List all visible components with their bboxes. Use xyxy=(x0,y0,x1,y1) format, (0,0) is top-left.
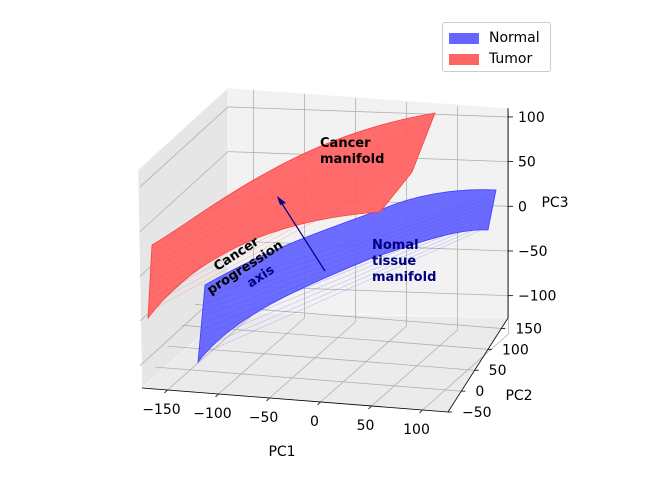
legend-swatch-tumor xyxy=(449,53,479,65)
surface-mesh-line xyxy=(151,122,432,258)
surface-mesh-line xyxy=(149,152,420,294)
surface-mesh-line xyxy=(150,132,428,270)
x-gridline xyxy=(269,321,356,399)
x-gridline xyxy=(371,329,458,407)
surface-mesh-line xyxy=(149,147,422,288)
y-tick-label: 50 xyxy=(489,363,507,379)
surface-mesh-line xyxy=(148,161,416,307)
x-gridline xyxy=(320,325,407,403)
tumor-surface-group xyxy=(147,112,436,320)
x-tick-label: −50 xyxy=(249,410,279,426)
y-axis-line xyxy=(447,317,509,413)
z-tick-label: 0 xyxy=(518,199,527,215)
x-tick-label: −150 xyxy=(142,402,180,418)
surface-mesh-line xyxy=(148,166,415,313)
x-gridline xyxy=(422,333,509,411)
x-tick-mark xyxy=(368,405,372,410)
tumor-surface-mesh xyxy=(148,117,434,313)
annotation-normal-tissue-manifold: Nomal tissue manifold xyxy=(372,238,436,285)
surface-mesh-line xyxy=(202,203,494,311)
x-tick-mark xyxy=(419,409,423,414)
x-gridline xyxy=(167,313,254,391)
y-ticks: −50 0 50 100 150 xyxy=(448,321,542,421)
y-tick-label: 100 xyxy=(502,342,529,358)
z-gridline xyxy=(227,106,509,118)
surface-mesh-line xyxy=(148,157,418,300)
z-gridline-left xyxy=(139,151,229,232)
z-axis-label: PC3 xyxy=(541,195,568,211)
z-tick-label: −50 xyxy=(518,244,548,260)
surface-mesh-line xyxy=(198,226,489,356)
y-gridline xyxy=(155,366,462,392)
x-tick-label: 100 xyxy=(403,422,430,438)
x-tick-mark xyxy=(164,389,168,394)
x-tick-mark xyxy=(317,401,321,406)
surface-mesh-line xyxy=(203,196,495,299)
surface-mesh-line xyxy=(150,137,426,276)
legend-swatch-normal xyxy=(449,32,479,44)
z-tick-label: 100 xyxy=(518,110,545,126)
x-ticks: −150 −100 −50 0 50 100 xyxy=(142,389,430,438)
x-axis-label: PC1 xyxy=(268,444,295,460)
annotation-cancer-manifold: Cancer manifold xyxy=(320,136,384,167)
surface-mesh-line xyxy=(200,213,492,331)
z-tick-label: −100 xyxy=(518,289,556,305)
legend: Normal Tumor xyxy=(442,22,551,72)
x-axis-line xyxy=(141,387,449,413)
x-tick-mark xyxy=(215,393,219,398)
x-tick-mark xyxy=(266,397,270,402)
surface-mesh-line xyxy=(201,209,493,324)
x-tick-label: −100 xyxy=(193,406,231,422)
y-gridline xyxy=(181,324,489,350)
legend-item-normal: Normal xyxy=(449,29,540,47)
z-tick-label: 50 xyxy=(518,155,536,171)
y-tick-label: 0 xyxy=(475,384,484,400)
normal-surface-group xyxy=(197,189,497,364)
surface-mesh-line xyxy=(204,193,496,292)
y-gridline xyxy=(168,345,475,371)
x-gridline xyxy=(218,317,305,395)
legend-item-tumor: Tumor xyxy=(449,50,532,68)
surface-mesh-line xyxy=(199,219,491,343)
y-axis-label: PC2 xyxy=(505,388,532,404)
surface-mesh-line xyxy=(151,117,434,252)
surface-mesh-line xyxy=(199,223,490,350)
z-ticks: −100 −50 0 50 100 xyxy=(508,110,556,305)
surface-mesh-line xyxy=(150,127,430,264)
x-tick-label: 50 xyxy=(357,418,375,434)
normal-surface-mesh xyxy=(198,193,496,356)
axis-lines xyxy=(141,108,509,413)
legend-label-tumor: Tumor xyxy=(489,51,533,67)
y-tick-label: −50 xyxy=(462,405,492,421)
y-tick-label: 150 xyxy=(515,321,542,337)
surface-mesh-line xyxy=(200,216,491,337)
surface-mesh-line xyxy=(203,199,495,305)
progression-arrow xyxy=(277,196,326,272)
x-tick-label: 0 xyxy=(310,414,319,430)
surface-mesh-line xyxy=(202,206,493,318)
legend-label-normal: Normal xyxy=(489,30,540,46)
z-gridline-left xyxy=(139,106,229,188)
